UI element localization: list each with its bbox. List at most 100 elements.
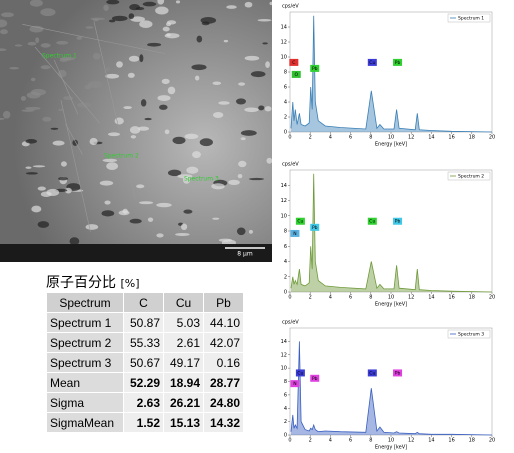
- x-tick-label: 12: [408, 438, 414, 444]
- table-cell: Spectrum 1: [46, 312, 124, 333]
- texture: [89, 137, 98, 146]
- texture: [37, 186, 46, 191]
- texture: [258, 105, 265, 111]
- texture: [235, 98, 246, 105]
- table-cell: 24.80: [203, 392, 244, 413]
- spot-label: Spectrum 1: [42, 53, 77, 60]
- texture: [194, 75, 200, 81]
- texture: [20, 95, 27, 101]
- texture: [250, 71, 266, 78]
- texture: [248, 177, 265, 181]
- table-cell: 1.52: [123, 412, 164, 433]
- texture: [0, 19, 8, 28]
- texture: [175, 232, 190, 236]
- element-label: Cu: [297, 219, 303, 225]
- spectrum-chart: cps/eV Energy [keV] 0 2 4 6 8 10 12 14 0 2 4 6 8 10 12 14…: [281, 4, 496, 148]
- x-tick-label: 2: [309, 295, 312, 301]
- table-cell: Spectrum 2: [46, 332, 124, 353]
- x-tick-label: 6: [349, 135, 352, 141]
- texture: [191, 64, 207, 71]
- texture: [155, 6, 169, 15]
- texture: [105, 73, 120, 79]
- x-tick-label: 10: [388, 438, 394, 444]
- texture: [2, 110, 11, 119]
- texture: [29, 0, 43, 7]
- texture: [248, 229, 253, 234]
- element-tag: [290, 229, 300, 237]
- legend-box: [447, 13, 491, 23]
- element-label: Pb: [312, 66, 318, 72]
- x-tick-label: 0: [288, 295, 291, 301]
- texture: [106, 162, 119, 171]
- y-tick-label: 4: [284, 100, 287, 106]
- texture: [262, 42, 268, 45]
- texture: [60, 161, 67, 167]
- y-tick-label: 2: [284, 419, 287, 425]
- element-tag: [393, 58, 403, 66]
- texture: [40, 43, 51, 48]
- texture: [162, 26, 170, 32]
- texture: [238, 82, 246, 86]
- table-row: Spectrum 2 55.33 2.61 42.07: [46, 332, 244, 353]
- texture: [46, 188, 60, 197]
- texture: [166, 33, 171, 37]
- texture: [212, 111, 224, 119]
- element-tag: [291, 70, 301, 78]
- x-tick-label: 16: [448, 438, 454, 444]
- x-axis-label: Energy [keV]: [375, 142, 407, 148]
- x-tick-label: 2: [309, 438, 312, 444]
- texture: [108, 132, 121, 137]
- texture: [128, 55, 140, 62]
- texture: [99, 180, 114, 186]
- y-tick-label: 4: [284, 259, 287, 265]
- texture: [56, 40, 69, 45]
- y-tick-label: 2: [284, 115, 287, 121]
- y-tick-label: 10: [281, 213, 287, 219]
- spectrum-chart: cps/eV Energy [keV] 0 2 4 6 8 10 12 14 0 2 4 6 8 10 12 14…: [281, 320, 496, 451]
- texture: [85, 26, 94, 29]
- texture: [265, 61, 270, 68]
- x-tick-label: 18: [469, 135, 475, 141]
- table-row: Spectrum 3 50.67 49.17 0.16: [46, 352, 244, 373]
- x-tick-label: 16: [448, 295, 454, 301]
- scratch: [93, 21, 136, 200]
- y-tick-label: 10: [281, 55, 287, 61]
- x-tick-label: 8: [369, 295, 372, 301]
- texture: [30, 77, 36, 82]
- texture: [102, 158, 118, 163]
- texture: [0, 117, 5, 120]
- texture: [186, 166, 199, 174]
- y-tick-label: 12: [281, 40, 287, 46]
- table-cell: 2.61: [163, 332, 204, 353]
- area-fill: [291, 173, 492, 292]
- element-tag: [295, 369, 305, 377]
- table-cell: 2.63: [123, 392, 164, 413]
- texture: [114, 117, 124, 125]
- texture: [211, 183, 225, 190]
- area-fill: [291, 15, 492, 132]
- texture: [166, 20, 177, 25]
- texture: [147, 42, 162, 47]
- y-tick-label: 8: [284, 70, 287, 76]
- y-tick-label: 0: [284, 290, 287, 296]
- plot-area: [289, 169, 493, 293]
- texture: [58, 108, 64, 112]
- texture: [106, 66, 111, 72]
- texture: [201, 21, 210, 26]
- texture: [192, 151, 201, 159]
- texture: [228, 179, 240, 186]
- texture: [123, 106, 132, 110]
- spot-label: Spectrum 3: [184, 176, 219, 183]
- table-cell: SigmaMean: [46, 412, 124, 433]
- table-cell: 50.67: [123, 352, 164, 373]
- title-unit: [%]: [120, 277, 140, 290]
- x-axis-label: Energy [keV]: [375, 445, 407, 451]
- texture: [144, 117, 152, 121]
- table-cell: 5.03: [163, 312, 204, 333]
- x-tick-label: 20: [489, 438, 495, 444]
- texture: [139, 201, 154, 205]
- element-tag: [310, 64, 320, 72]
- legend-label: Spectrum 3: [458, 332, 484, 338]
- texture: [172, 136, 186, 145]
